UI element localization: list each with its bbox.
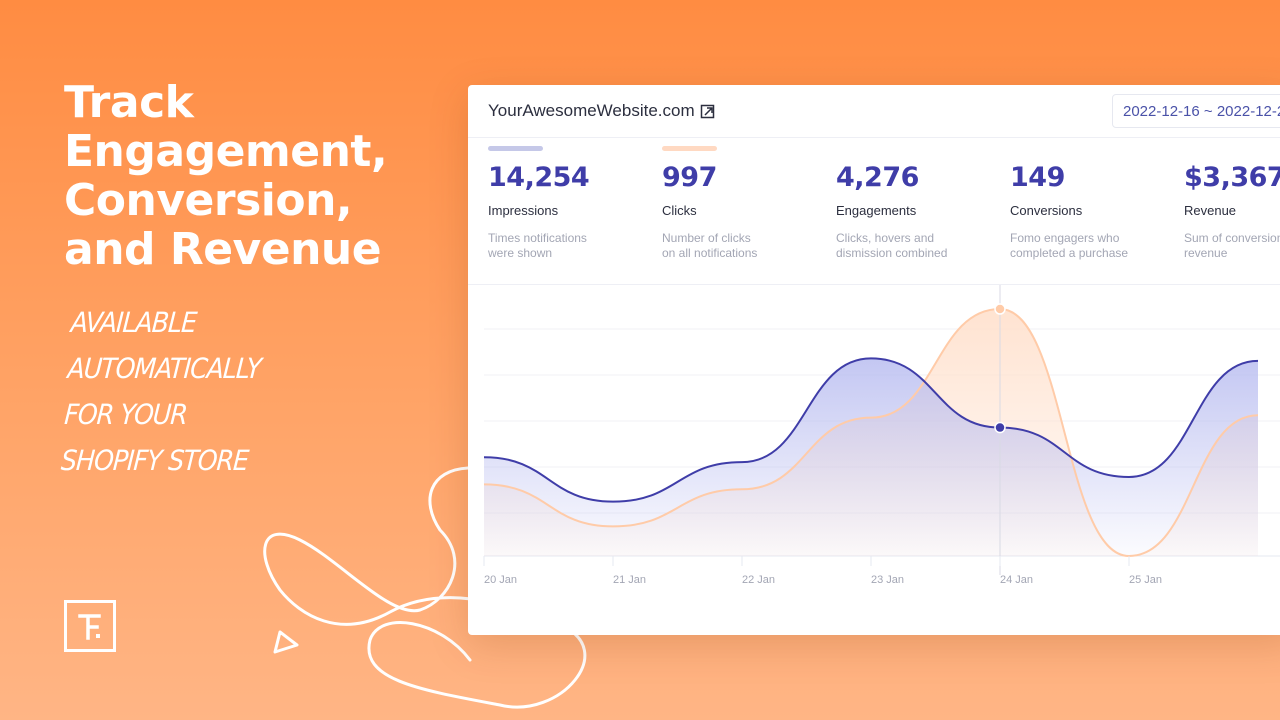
x-tick-label: 24 Jan <box>1000 574 1033 586</box>
metric-description-line: on all notifications <box>662 246 758 260</box>
x-tick-label: 21 Jan <box>613 574 646 586</box>
date-range-picker[interactable]: 2022-12-16 ~ 2022-12-22 <box>1112 94 1280 128</box>
metric-description-line: Clicks, hovers and <box>836 231 935 245</box>
engagement-line-chart[interactable]: 20 Jan 21 Jan 22 Jan 23 Jan 24 Jan 25 Jan <box>468 85 1280 635</box>
metric-description-line: completed a purchase <box>1010 246 1129 260</box>
fomo-logo-icon <box>78 614 101 640</box>
metric-description: Clicks, hovers and dismission combined <box>836 231 996 261</box>
metric-color-bar <box>488 146 543 151</box>
metric-label: Conversions <box>1010 203 1083 218</box>
headline-line: Track <box>64 77 194 128</box>
site-name: YourAwesomeWebsite.com <box>488 101 695 120</box>
metric-description-line: Number of clicks <box>662 231 751 245</box>
promo-headline: Track Engagement, Conversion, and Revenu… <box>64 77 388 275</box>
subline-line: Shopify Store <box>60 444 250 477</box>
metric-label: Clicks <box>662 203 697 218</box>
metric-description-line: Times notifications <box>488 231 587 245</box>
metric-description-line: dismission combined <box>836 246 948 260</box>
metric-description: Sum of conversion revenue <box>1184 231 1280 261</box>
metric-value: $3,367 <box>1184 162 1280 193</box>
metric-label: Engagements <box>836 203 917 218</box>
headline-line: Engagement, <box>64 126 388 177</box>
metric-description-line: were shown <box>488 246 553 260</box>
external-link-icon[interactable] <box>700 104 716 120</box>
metric-conversions[interactable]: 149 Conversions Fomo engagers who comple… <box>1010 146 1170 261</box>
metric-description: Fomo engagers who completed a purchase <box>1010 231 1170 261</box>
metric-revenue[interactable]: $3,367 Revenue Sum of conversion revenue <box>1184 146 1280 261</box>
subline-line: Automatically <box>66 352 262 385</box>
fomo-logo <box>64 600 116 652</box>
chart-divider <box>468 284 1280 285</box>
series-2-highlight-point <box>994 303 1006 315</box>
metric-description: Number of clicks on all notifications <box>662 231 822 261</box>
metric-description-line: Sum of conversion <box>1184 231 1280 245</box>
x-tick-label: 23 Jan <box>871 574 904 586</box>
metric-impressions[interactable]: 14,254 Impressions Times notifications w… <box>488 146 648 261</box>
headline-line: Conversion, <box>64 175 353 226</box>
series-line-1 <box>483 357 1259 503</box>
promo-subline: Available Automatically for your Shopify… <box>60 300 266 484</box>
x-tick-label: 20 Jan <box>484 574 517 586</box>
series-line-2 <box>483 307 1259 558</box>
headline-line: and Revenue <box>64 224 382 275</box>
series-area-1 <box>484 358 1258 556</box>
metric-label: Revenue <box>1184 203 1237 218</box>
metric-description: Times notifications were shown <box>488 231 648 261</box>
metric-label: Impressions <box>488 203 559 218</box>
x-tick-label: 25 Jan <box>1129 574 1162 586</box>
metric-value: 997 <box>662 162 717 193</box>
analytics-dashboard-card: YourAwesomeWebsite.com 2022-12-16 ~ 2022… <box>468 85 1280 635</box>
x-tick-label: 22 Jan <box>742 574 775 586</box>
metric-description-line: Fomo engagers who <box>1010 231 1120 245</box>
metric-value: 149 <box>1010 162 1065 193</box>
subline-line: Available <box>69 306 198 339</box>
metric-value: 4,276 <box>836 162 919 193</box>
metric-value: 14,254 <box>488 162 590 193</box>
metric-engagements[interactable]: 4,276 Engagements Clicks, hovers and dis… <box>836 146 996 261</box>
metric-description-line: revenue <box>1184 246 1228 260</box>
dashboard-header: YourAwesomeWebsite.com 2022-12-16 ~ 2022… <box>468 85 1280 138</box>
metric-clicks[interactable]: 997 Clicks Number of clicks on all notif… <box>662 146 822 261</box>
subline-line: for your <box>63 398 189 431</box>
metric-color-bar <box>662 146 717 151</box>
series-1-highlight-point <box>994 421 1006 434</box>
